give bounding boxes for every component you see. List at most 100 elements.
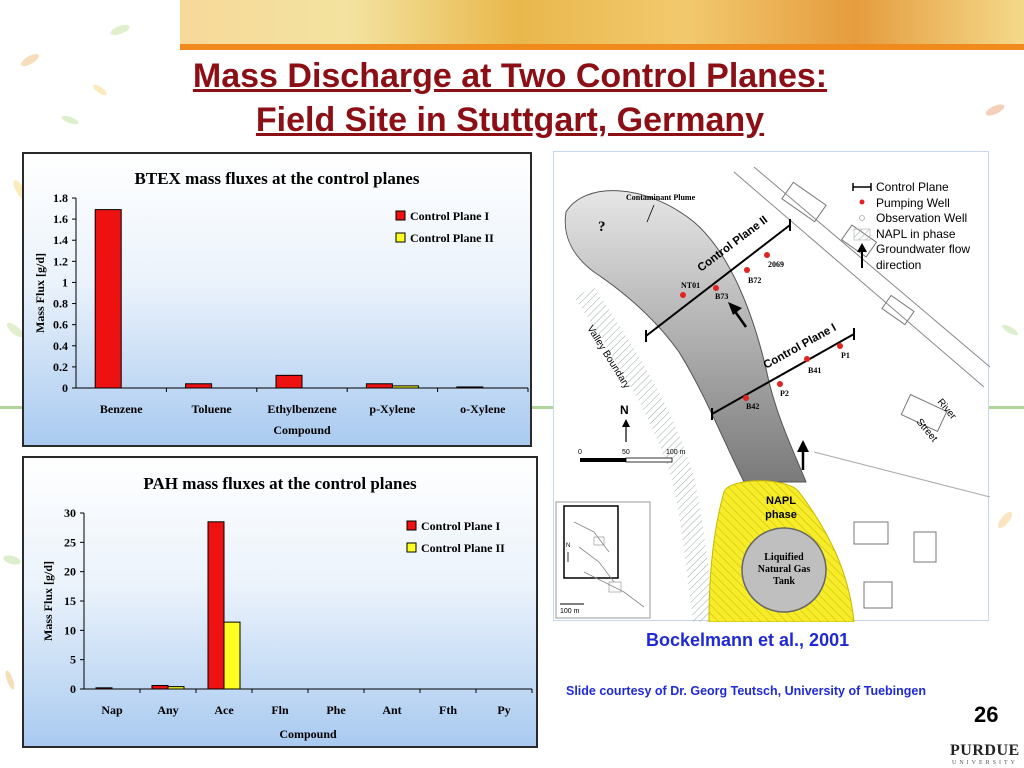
y-tick-label: 1.8 [53, 191, 68, 205]
bar-control-plane-2 [167, 686, 185, 690]
bar-control-plane-1 [365, 383, 393, 389]
bar-control-plane-2 [223, 621, 241, 690]
y-tick-label: 10 [64, 623, 76, 637]
x-tick-label: Fln [271, 703, 289, 717]
groundwater-arrow-icon [728, 302, 748, 328]
x-tick-label: Phe [326, 703, 346, 717]
pumping-well-icon [764, 252, 770, 258]
pah-chart-title: PAH mass fluxes at the control planes [143, 474, 417, 493]
legend-label: Control Plane I [421, 519, 500, 533]
pah-chart: 0 5 10 15 20 25 30 Mass Flux [g/d] Nap Any Ace Fln P… [41, 506, 533, 741]
purdue-logo: PURDUE [950, 742, 1020, 759]
x-axis-label: Compound [273, 423, 331, 437]
well-label: NT01 [681, 281, 700, 290]
legend-label: NAPL in phase [876, 226, 956, 241]
well-label: P2 [780, 389, 789, 398]
pumping-well-icon [837, 343, 843, 349]
scale-label: 100 m [666, 449, 686, 456]
pumping-well-icon [804, 356, 810, 362]
x-tick-label: Ant [382, 703, 401, 717]
btex-chart: 0 0.2 0.4 0.6 0.8 1 1.2 1.4 1.6 1.8 Mass Flux [g/d… [33, 191, 529, 437]
y-tick-label: 0 [62, 381, 68, 395]
pumping-wells [680, 252, 843, 401]
north-arrow-icon [622, 419, 630, 442]
y-axis-label: Mass Flux [g/d] [33, 253, 47, 333]
well-label: B73 [715, 292, 728, 301]
citation: Bockelmann et al., 2001 [646, 630, 850, 650]
x-tick-label: o-Xylene [460, 402, 506, 416]
legend-label: Control Plane II [421, 541, 505, 555]
bar-control-plane-1 [94, 209, 122, 389]
river-street-line [813, 451, 991, 498]
legend-label: Control Plane [876, 180, 949, 194]
pumping-well-icon [713, 285, 719, 291]
bar-control-plane-1 [151, 684, 169, 690]
y-tick-label: 0.8 [53, 297, 68, 311]
legend-swatch [395, 210, 406, 221]
control-plane-icon [850, 180, 876, 195]
bar-control-plane-2 [391, 385, 419, 389]
legend-label: Groundwater flow direction [876, 242, 971, 272]
pumping-well-icon [680, 292, 686, 298]
pah-chart-panel: PAH mass fluxes at the control planes 0 5… [22, 456, 538, 748]
control-plane-1-line [711, 333, 855, 415]
y-tick-label: 1.4 [53, 233, 68, 247]
river-street-line [733, 171, 985, 388]
y-tick-label: 15 [64, 594, 76, 608]
well-label: B72 [748, 276, 761, 285]
x-tick-label: Ace [214, 703, 234, 717]
y-tick-label: 20 [64, 565, 76, 579]
page-number: 26 [974, 702, 999, 727]
river-label: River [935, 397, 959, 422]
legend-item: Observation Well [850, 211, 985, 227]
bar-control-plane-1 [456, 386, 484, 389]
well-label: B41 [808, 366, 821, 375]
slide-title-line1: Mass Discharge at Two Control Planes: [192, 57, 828, 95]
y-tick-label: 1.2 [53, 254, 68, 268]
groundwater-arrow-icon [850, 242, 876, 268]
contaminant-plume [564, 190, 807, 483]
slide-title: Mass Discharge at Two Control Planes: Fi… [100, 54, 920, 142]
y-tick-label: 0.4 [53, 339, 68, 353]
inset-north-label: N [566, 543, 570, 549]
pumping-well-icon [850, 196, 876, 211]
map-legend: Control Plane Pumping Well Observation W… [850, 180, 985, 273]
tank-label: Tank [773, 576, 795, 587]
legend-label: Control Plane II [410, 231, 494, 245]
scale-label: 50 [622, 449, 630, 456]
tank-label: Liquified [764, 552, 804, 563]
pumping-well-icon [777, 381, 783, 387]
btex-chart-title: BTEX mass fluxes at the control planes [134, 169, 420, 188]
control-plane-2-line [645, 224, 791, 337]
inset-scale-label: 100 m [560, 608, 580, 615]
legend-label: Control Plane I [410, 209, 489, 223]
observation-well-icon [850, 211, 876, 226]
legend-swatch [406, 542, 417, 553]
scale-label: 0 [578, 449, 582, 456]
legend-item: Pumping Well [850, 196, 985, 212]
purdue-logo-subtext: UNIVERSITY [952, 760, 1018, 766]
y-tick-label: 0 [70, 682, 76, 696]
y-tick-label: 5 [70, 653, 76, 667]
plume-pointer [646, 204, 655, 223]
legend-swatch [395, 232, 406, 243]
buildings [781, 181, 948, 609]
pumping-well-icon [743, 395, 749, 401]
x-tick-label: Toluene [191, 402, 232, 416]
scale-bar: 0 50 100 m [578, 449, 686, 463]
slide-title-line2: Field Site in Stuttgart, Germany [255, 101, 765, 139]
btex-chart-panel: BTEX mass fluxes at the control planes 0… [22, 152, 532, 447]
legend-label: Observation Well [876, 211, 968, 225]
valley-boundary [574, 285, 715, 624]
x-tick-label: Any [157, 703, 178, 717]
site-map: NT01 B73 B72 2069 B42 P2 B41 P1 Contamin… [553, 151, 991, 624]
x-tick-label: Ethylbenzene [267, 402, 337, 416]
courtesy-note: Slide courtesy of Dr. Georg Teutsch, Uni… [566, 684, 927, 698]
pumping-well-icon [744, 267, 750, 273]
y-tick-label: 0.6 [53, 318, 68, 332]
unknown-source-mark: ? [598, 219, 606, 235]
contaminant-plume-label: Contaminant Plume [626, 193, 696, 202]
north-label: N [620, 403, 629, 417]
gas-tank [741, 527, 827, 613]
